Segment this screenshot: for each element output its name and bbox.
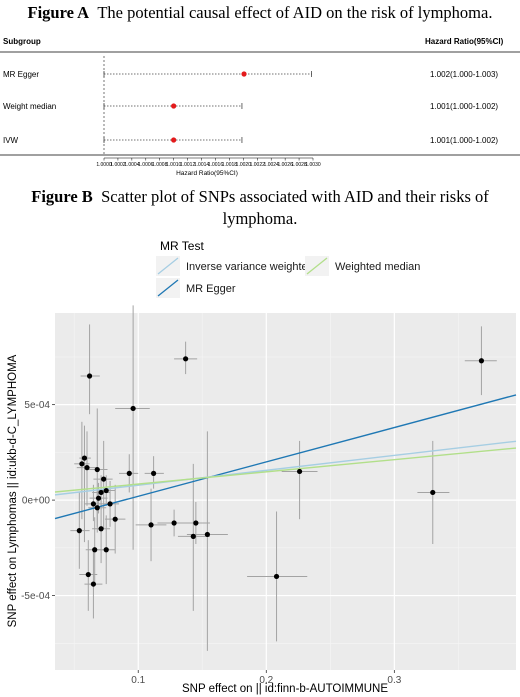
snp-point [126, 470, 132, 476]
figure-b-caption-text: Scatter plot of SNPs associated with AID… [101, 187, 489, 228]
legend-key-line [157, 257, 179, 275]
snp-point [148, 522, 154, 528]
figure-a-label: Figure A [27, 3, 90, 22]
snp-point [101, 476, 107, 482]
forest-x-tick-label: 1.0022 [250, 162, 266, 168]
scatter-x-axis-label: SNP effect on || id:finn-b-AUTOIMMUNE [182, 683, 388, 695]
fit-line [54, 447, 517, 493]
figure-b-label: Figure B [31, 187, 93, 206]
snp-point [85, 571, 91, 578]
forest-x-tick-label: 1.0020 [236, 162, 252, 168]
x-tick-label: 0.3 [387, 675, 401, 686]
snp-point [76, 528, 82, 534]
snp-point [86, 373, 93, 379]
forest-point [241, 71, 247, 77]
forest-header-subgroup: Subgroup [3, 37, 41, 46]
forest-row-label: MR Egger [3, 70, 39, 79]
forest-x-tick-label: 1.0026 [277, 162, 293, 168]
legend-key-line [306, 257, 328, 275]
forest-row-hr-text: 1.002(1.000-1.003) [430, 70, 498, 79]
forest-x-tick-label: 1.0016 [208, 162, 224, 168]
x-tick-label: 0.2 [259, 675, 273, 686]
snp-point [478, 358, 485, 364]
snp-point [204, 531, 210, 538]
snp-point [193, 520, 199, 526]
forest-x-tick-label: 1.0004 [124, 162, 140, 168]
snp-point [79, 461, 85, 467]
forest-x-tick-label: 1.0006 [138, 162, 154, 168]
x-tick-label: 0.1 [131, 675, 145, 686]
snp-point [183, 356, 189, 362]
snp-point [190, 533, 196, 539]
snp-point [94, 505, 100, 511]
forest-x-tick-label: 1.0028 [291, 162, 307, 168]
forest-x-tick-label: 1.0014 [194, 162, 210, 168]
snp-point [98, 526, 104, 532]
figure-a-caption-text: The potential causal effect of AID on th… [97, 3, 493, 22]
snp-point [112, 516, 118, 522]
snp-point [84, 465, 90, 471]
snp-point [103, 487, 109, 494]
forest-plot: Subgroup Hazard Ratio(95%CI) MR Egger 1.0… [0, 37, 520, 177]
figure-a-caption: Figure A The potential causal effect of … [0, 2, 520, 24]
forest-x-tick-label: 1.0002 [110, 162, 126, 168]
y-tick-label: -5e-04 [21, 591, 50, 602]
legend-title: MR Test [160, 239, 204, 253]
forest-x-tick-label: 1.0012 [180, 162, 196, 168]
snp-point [151, 470, 157, 476]
snp-point [107, 501, 113, 507]
snp-point [81, 455, 88, 461]
forest-x-tick-label: 1.0008 [152, 162, 168, 168]
snp-point [92, 547, 98, 553]
snp-point [98, 489, 104, 496]
plot-panel [55, 313, 516, 670]
forest-header-hr: Hazard Ratio(95%CI) [425, 37, 504, 46]
forest-point [171, 103, 177, 109]
snp-point [296, 468, 303, 475]
forest-x-tick-label: 1.0000 [96, 162, 112, 168]
forest-x-tick-label: 1.0024 [264, 162, 280, 168]
snp-point [430, 489, 436, 496]
legend-key-line [157, 279, 179, 297]
snp-point [103, 547, 109, 553]
legend-label: Inverse variance weighted [186, 261, 314, 273]
y-tick-label: 0e+00 [22, 496, 51, 507]
forest-x-axis-label: Hazard Ratio(95%CI) [176, 170, 238, 177]
snp-point [171, 520, 177, 526]
legend-label: Weighted median [335, 261, 420, 273]
forest-row-label: Weight median [3, 102, 56, 111]
snp-point [94, 466, 100, 473]
fit-line [54, 440, 517, 496]
forest-point [171, 137, 177, 143]
forest-row-hr-text: 1.001(1.000-1.002) [430, 136, 498, 145]
forest-row-hr-text: 1.001(1.000-1.002) [430, 102, 498, 111]
forest-x-tick-label: 1.0030 [305, 162, 321, 168]
figure-b-caption: Figure B Scatter plot of SNPs associated… [18, 186, 502, 230]
forest-x-tick-label: 1.0018 [222, 162, 238, 168]
snp-point [130, 405, 136, 412]
scatter-y-axis-label: SNP effect on Lymphomas || id:ukb-d-C_LY… [7, 354, 19, 627]
forest-row-label: IVW [3, 136, 19, 145]
legend-label: MR Egger [186, 283, 236, 295]
snp-point [90, 501, 97, 507]
forest-x-tick-label: 1.0010 [166, 162, 182, 168]
fit-line [54, 394, 517, 520]
snp-point [95, 495, 102, 501]
y-tick-label: 5e-04 [24, 400, 50, 411]
snp-point [90, 581, 97, 587]
snp-point [273, 573, 280, 580]
